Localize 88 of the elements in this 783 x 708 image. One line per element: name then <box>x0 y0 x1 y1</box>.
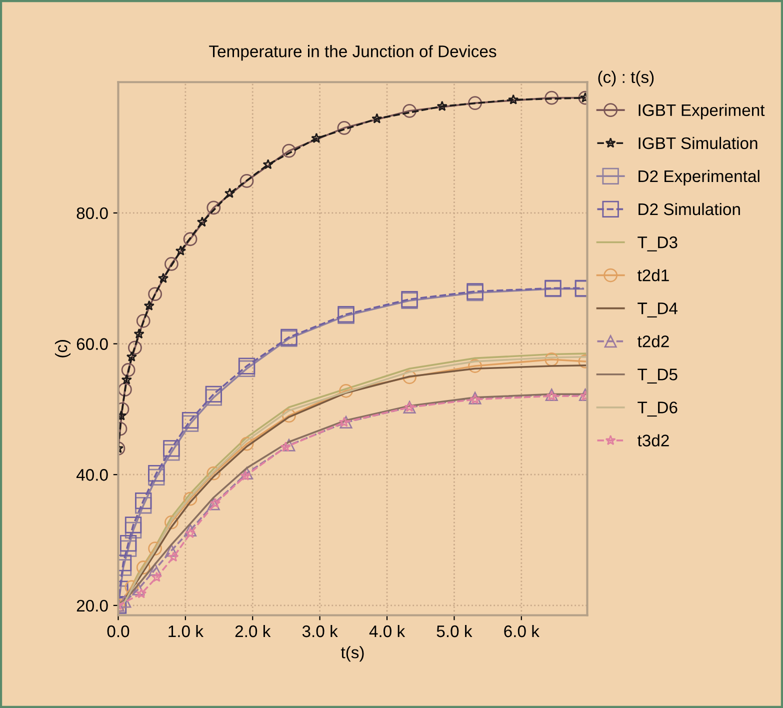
point <box>282 144 296 158</box>
legend-label: IGBT Simulation <box>638 136 758 150</box>
y-axis-title: (c) <box>54 340 71 358</box>
legend-label: t3d2 <box>638 434 669 446</box>
x-tick-label: 5.0 k <box>436 624 472 638</box>
point <box>134 328 144 339</box>
point <box>240 174 254 188</box>
point <box>210 498 221 508</box>
point <box>183 492 198 506</box>
legend-label: T_D3 <box>638 236 678 252</box>
y-tick-label: 40.0 <box>76 469 108 481</box>
y-tick-label: 60.0 <box>76 338 108 350</box>
legend-label: T_D6 <box>638 402 678 417</box>
point <box>136 314 150 328</box>
point <box>372 113 382 124</box>
x-tick-label: 4.0 k <box>369 624 406 638</box>
point <box>135 492 152 510</box>
point <box>164 257 178 271</box>
point <box>240 436 254 451</box>
point <box>340 416 352 429</box>
point <box>402 370 416 384</box>
point <box>136 560 150 574</box>
point <box>126 351 137 362</box>
point <box>132 582 145 596</box>
x-tick-label: 0.0 <box>107 625 130 638</box>
point <box>168 551 179 562</box>
legend-label: IGBT Experiment <box>638 104 765 120</box>
legend-title: (c) : t(s) <box>598 70 654 86</box>
point <box>339 384 353 398</box>
legend-label: t2d1 <box>638 269 669 282</box>
point <box>163 440 180 457</box>
legend-label: D2 Simulation <box>638 202 740 216</box>
point <box>144 300 154 310</box>
point <box>164 515 178 530</box>
point <box>124 516 142 534</box>
point <box>128 340 142 355</box>
legend-label: T_D4 <box>638 302 678 318</box>
point <box>184 528 196 538</box>
x-tick-label: 6.0 k <box>504 624 540 638</box>
point <box>311 132 322 144</box>
legend-label: T_D5 <box>638 368 678 384</box>
point <box>468 359 482 373</box>
x-tick-label: 3.0 k <box>302 624 338 638</box>
point <box>183 232 198 246</box>
point <box>165 544 178 557</box>
point <box>182 412 199 429</box>
point <box>468 96 482 110</box>
point <box>508 94 519 104</box>
point <box>282 438 296 452</box>
legend-label: D2 Experimental <box>638 170 760 186</box>
point <box>224 188 236 198</box>
point <box>262 158 274 170</box>
point <box>206 200 221 215</box>
x-axis-title: t(s) <box>340 646 364 662</box>
point <box>151 572 162 582</box>
point <box>436 100 448 111</box>
point <box>158 272 169 283</box>
point <box>148 464 165 482</box>
point <box>337 120 352 135</box>
point <box>121 363 136 377</box>
point <box>544 352 559 366</box>
y-tick-label: 80.0 <box>76 207 108 220</box>
point <box>118 382 132 397</box>
point <box>240 467 254 480</box>
chart-title: Temperature in the Junction of Devices <box>209 45 496 61</box>
point <box>120 534 137 552</box>
x-tick-label: 2.0 k <box>235 624 271 638</box>
point <box>148 563 162 576</box>
legend-label: t2d2 <box>638 335 669 348</box>
point <box>184 524 197 536</box>
point <box>148 542 162 556</box>
point <box>196 216 208 227</box>
point <box>402 104 416 118</box>
point <box>240 470 251 481</box>
y-tick-label: 20.0 <box>76 600 108 612</box>
point <box>280 442 291 452</box>
point <box>136 588 147 598</box>
point <box>175 245 186 256</box>
point <box>207 498 220 510</box>
point <box>338 416 350 427</box>
point <box>282 408 296 423</box>
point <box>205 386 222 402</box>
point <box>121 374 132 384</box>
point <box>148 287 162 302</box>
point <box>544 90 559 105</box>
point <box>124 580 139 594</box>
point <box>206 466 221 480</box>
x-tick-label: 1.0 k <box>168 624 204 638</box>
